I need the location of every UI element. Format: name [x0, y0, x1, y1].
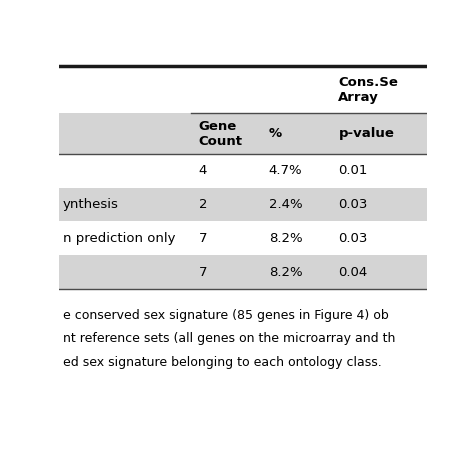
Text: Gene
Count: Gene Count — [199, 119, 243, 147]
Text: 8.2%: 8.2% — [269, 232, 302, 245]
Bar — [59, 221, 427, 255]
Text: ed sex signature belonging to each ontology class.: ed sex signature belonging to each ontol… — [63, 356, 382, 369]
Text: 4.7%: 4.7% — [269, 164, 302, 177]
Bar — [59, 255, 427, 289]
Text: 7: 7 — [199, 232, 207, 245]
Bar — [59, 188, 427, 221]
Bar — [59, 154, 427, 188]
Text: ynthesis: ynthesis — [63, 198, 119, 211]
Text: nt reference sets (all genes on the microarray and th: nt reference sets (all genes on the micr… — [63, 332, 395, 346]
Text: 2.4%: 2.4% — [269, 198, 302, 211]
Text: %: % — [269, 127, 282, 140]
Text: 0.01: 0.01 — [338, 164, 368, 177]
Text: 8.2%: 8.2% — [269, 266, 302, 279]
Text: 2: 2 — [199, 198, 207, 211]
Text: n prediction only: n prediction only — [63, 232, 175, 245]
Text: p-value: p-value — [338, 127, 394, 140]
Text: 4: 4 — [199, 164, 207, 177]
Text: 7: 7 — [199, 266, 207, 279]
Text: Cons.Se
Array: Cons.Se Array — [338, 76, 398, 104]
Text: 0.03: 0.03 — [338, 232, 368, 245]
Text: e conserved sex signature (85 genes in Figure 4) ob: e conserved sex signature (85 genes in F… — [63, 309, 389, 322]
Bar — [59, 113, 427, 154]
Text: 0.04: 0.04 — [338, 266, 368, 279]
Text: 0.03: 0.03 — [338, 198, 368, 211]
